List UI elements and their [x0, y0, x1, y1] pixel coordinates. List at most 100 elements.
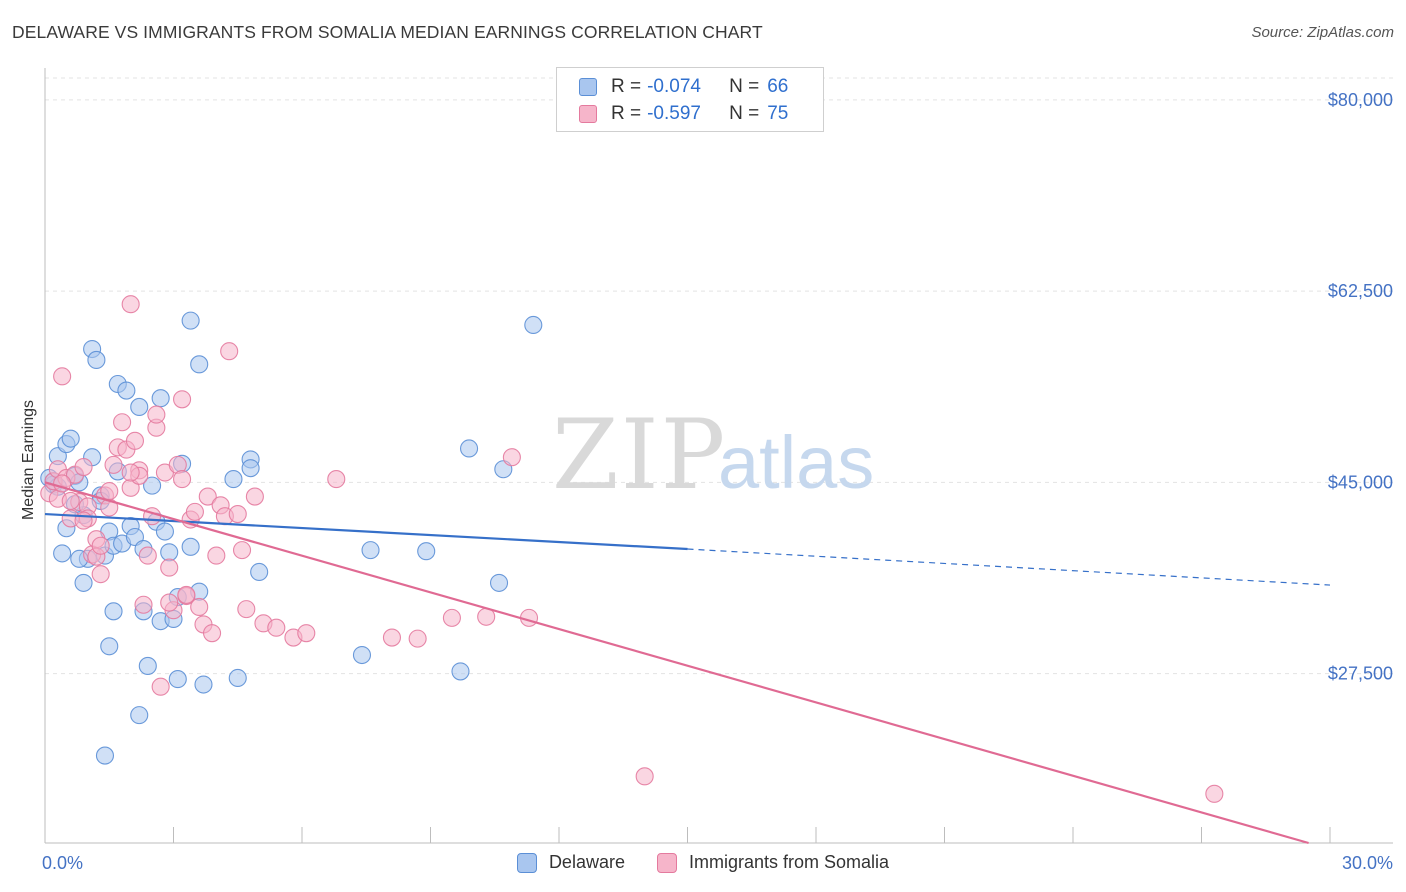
y-tick-label: $62,500 [1328, 281, 1393, 301]
grid-layer [45, 77, 1393, 675]
legend-swatch-somalia [579, 105, 597, 123]
somalia-point [442, 608, 461, 627]
legend-swatch-delaware [579, 78, 597, 96]
somalia-point [61, 491, 80, 510]
y-tick-label: $27,500 [1328, 664, 1393, 684]
ticks-layer: $27,500 $45,000 $62,500 $80,000 0.0% 30.0% [42, 90, 1393, 873]
somalia-point [220, 342, 239, 361]
y-axis-label: Median Earnings [20, 400, 37, 520]
somalia-trend-line [44, 481, 1309, 845]
watermark-zip: ZIP [552, 399, 727, 511]
somalia-point [160, 558, 179, 577]
axes-layer [44, 68, 1393, 844]
delaware-point [53, 544, 72, 563]
somalia-point [203, 624, 222, 643]
bottom-legend-somalia: Immigrants from Somalia [656, 852, 890, 873]
delaware-point [451, 662, 470, 681]
delaware-point [61, 429, 80, 448]
legend-n-label: N = [729, 103, 760, 124]
legend-r-value: -0.597 [647, 103, 701, 124]
delaware-point [524, 315, 543, 335]
delaware-point [117, 381, 136, 400]
watermark-atlas: atlas [718, 421, 874, 504]
delaware-point [143, 476, 162, 495]
somalia-point [100, 482, 119, 501]
somalia-point [1205, 784, 1224, 803]
delaware-point [190, 355, 209, 374]
somalia-point [382, 628, 402, 647]
bottom-legend-label-somalia: Immigrants from Somalia [688, 852, 890, 872]
somalia-point [207, 546, 226, 565]
somalia-point [297, 624, 316, 643]
legend-r-label: R = [611, 103, 642, 124]
delaware-point [224, 470, 243, 489]
bottom-legend-swatch-delaware [516, 852, 537, 873]
somalia-point [121, 295, 140, 314]
somalia-point [74, 458, 93, 477]
somalia-point [113, 413, 132, 432]
delaware-point [250, 562, 269, 582]
bottom-legend-label-delaware: Delaware [548, 852, 625, 872]
somalia-point [267, 618, 286, 637]
points-layer [40, 295, 1224, 803]
somalia-point [74, 511, 93, 530]
delaware-point [228, 668, 247, 688]
somalia-point [185, 502, 204, 521]
somalia-point [125, 431, 144, 450]
delaware-point [130, 397, 149, 417]
somalia-point [190, 597, 209, 616]
delaware-trend-extension [687, 548, 1331, 586]
somalia-point [104, 455, 123, 474]
x-tick-label: 0.0% [42, 853, 83, 873]
somalia-point [173, 470, 192, 489]
delaware-point [160, 543, 179, 562]
delaware-point [489, 573, 509, 592]
somalia-point [177, 585, 196, 604]
somalia-point [121, 463, 140, 482]
delaware-trend-line [44, 512, 688, 551]
bottom-legend-delaware: Delaware [516, 852, 625, 873]
bottom-legend-swatch-somalia [656, 852, 677, 873]
legend-n-label: N = [729, 76, 760, 97]
delaware-point [181, 311, 200, 330]
legend-r-value: -0.074 [647, 76, 701, 97]
somalia-point [160, 593, 179, 612]
delaware-point [87, 350, 106, 370]
somalia-point [91, 536, 110, 555]
legend-n-value: 75 [767, 103, 789, 124]
legend-r-label: R = [611, 76, 642, 97]
bottom-legend: Delaware Immigrants from Somalia [0, 852, 1406, 873]
delaware-point [104, 602, 123, 621]
delaware-point [151, 389, 170, 408]
delaware-point [241, 459, 260, 478]
delaware-point [74, 573, 93, 592]
somalia-point [173, 390, 192, 409]
somalia-point [53, 367, 72, 386]
somalia-point [138, 546, 157, 565]
somalia-point [408, 629, 427, 648]
delaware-point [361, 541, 380, 560]
somalia-point [147, 405, 166, 424]
somalia-point [151, 677, 170, 696]
y-tick-label: $80,000 [1328, 90, 1393, 110]
delaware-point [130, 706, 149, 725]
somalia-point [237, 600, 256, 619]
delaware-point [155, 522, 174, 541]
stats-legend: R = -0.074 N = 66 R = -0.597 N = 75 [556, 67, 824, 132]
delaware-point [168, 670, 187, 689]
delaware-point [181, 537, 200, 556]
somalia-point [91, 565, 110, 584]
delaware-point [459, 439, 479, 458]
delaware-point [100, 637, 119, 656]
somalia-point [134, 595, 153, 614]
somalia-point [198, 487, 217, 506]
somalia-point [635, 767, 654, 786]
source-credit: Source: ZipAtlas.com [1251, 24, 1394, 41]
legend-n-value: 66 [767, 76, 789, 97]
trend-layer [44, 481, 1331, 845]
delaware-point [95, 746, 115, 765]
legend-row-somalia: R = -0.597 N = 75 [579, 102, 788, 126]
y-tick-label: $45,000 [1328, 472, 1393, 492]
somalia-point [232, 541, 252, 560]
